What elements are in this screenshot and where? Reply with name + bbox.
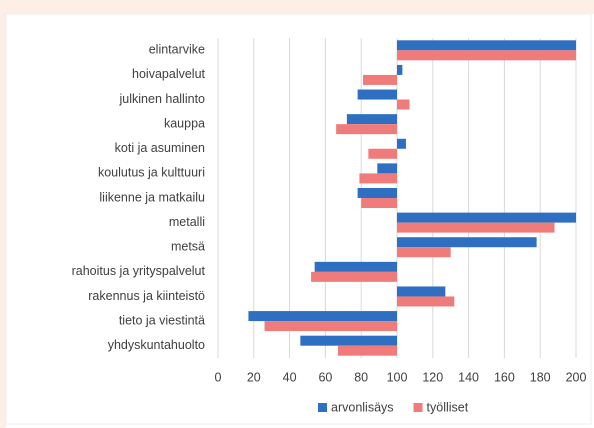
bar: [397, 50, 576, 61]
bar: [357, 188, 397, 198]
bar: [264, 321, 397, 332]
y-tick-label: rakennus ja kiinteistö: [88, 289, 205, 303]
bar: [336, 124, 397, 135]
bar: [397, 99, 410, 110]
bar: [314, 261, 397, 272]
x-tick-label: 100: [387, 370, 408, 384]
bar: [361, 198, 397, 208]
y-tick-label: elintarvike: [149, 43, 205, 57]
top-border: [0, 0, 594, 14]
x-tick-label: 180: [530, 370, 551, 384]
y-tick-label: hoivapalvelut: [132, 67, 205, 81]
legend-swatch: [318, 403, 327, 412]
x-tick-label: 200: [566, 370, 587, 384]
y-tick-label: metsä: [171, 240, 205, 254]
bar: [368, 148, 397, 159]
bar: [300, 335, 397, 346]
bar: [397, 247, 451, 258]
bar: [337, 345, 397, 356]
y-tick-label: kauppa: [164, 116, 205, 130]
legend-swatch: [413, 403, 423, 412]
y-tick-label: julkinen hallinto: [119, 92, 206, 106]
bar: [397, 237, 537, 248]
bar: [397, 212, 576, 223]
x-tick-label: 120: [422, 370, 443, 384]
y-tick-label: yhdyskuntahuolto: [108, 338, 205, 352]
bar: [359, 173, 397, 184]
bar: [397, 40, 576, 51]
bar: [397, 64, 403, 75]
y-tick-label: koulutus ja kulttuuri: [98, 166, 205, 180]
bar: [377, 163, 397, 174]
x-tick-label: 160: [494, 370, 515, 384]
left-border: [0, 0, 6, 428]
bar: [357, 89, 397, 100]
y-tick-label: rahoitus ja yrityspalvelut: [72, 264, 206, 278]
legend-label: arvonlisäys: [331, 400, 394, 414]
legend-label: työlliset: [427, 400, 469, 414]
bar: [397, 222, 555, 233]
x-tick-label: 80: [354, 370, 368, 384]
bar: [397, 296, 455, 307]
bar: [311, 271, 397, 282]
y-tick-label: liikenne ja matkailu: [99, 190, 205, 204]
y-tick-label: tieto ja viestintä: [119, 313, 205, 327]
bar: [346, 114, 397, 125]
x-tick-label: 140: [458, 370, 479, 384]
y-tick-label: metalli: [169, 215, 205, 229]
bar: [362, 74, 397, 85]
bar: [248, 311, 397, 322]
bar: [397, 138, 406, 149]
x-tick-label: 0: [215, 370, 222, 384]
y-tick-label: koti ja asuminen: [115, 141, 205, 155]
x-tick-label: 20: [247, 370, 261, 384]
x-tick-label: 60: [318, 370, 332, 384]
bar: [397, 286, 446, 297]
x-tick-label: 40: [283, 370, 297, 384]
